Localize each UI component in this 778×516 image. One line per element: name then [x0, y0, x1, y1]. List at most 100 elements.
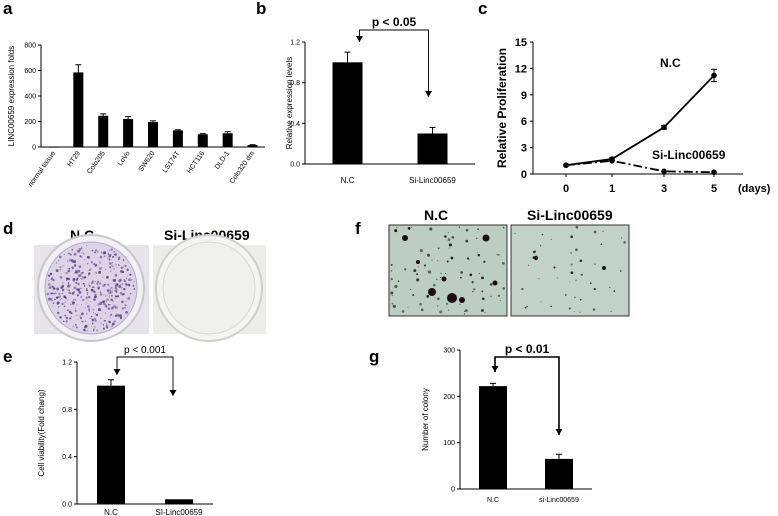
colony-dot — [65, 277, 69, 280]
x-tick-label: Si-Linc00659 — [409, 176, 456, 185]
colony-dot — [124, 307, 126, 309]
colony-dot — [58, 292, 61, 295]
colony-dot — [86, 292, 89, 294]
colony-dot — [83, 259, 85, 261]
colony-dot — [105, 275, 109, 279]
colony-dot — [82, 282, 85, 285]
panel-f-images: N.C Si-Linc00659 — [388, 207, 630, 317]
colony-dot — [63, 305, 66, 308]
agar-colony — [463, 313, 465, 315]
colony-dot — [116, 295, 120, 298]
agar-colony — [593, 230, 597, 234]
agar-colony — [553, 266, 556, 269]
colony-dot — [127, 297, 131, 300]
colony-dot — [111, 265, 114, 268]
agar-colony — [541, 233, 544, 236]
y-tick-label: 200 — [24, 119, 36, 126]
y-tick-label: 0.8 — [290, 80, 300, 87]
colony-dot — [67, 269, 70, 273]
agar-colony — [465, 309, 468, 312]
agar-colony — [498, 254, 500, 256]
colony-dot — [117, 314, 121, 318]
colony-dot — [118, 256, 121, 259]
colony-dot — [106, 295, 108, 297]
significance-label: p < 0.05 — [372, 15, 417, 29]
colony-dot — [78, 274, 82, 277]
colony-dot — [130, 279, 132, 281]
agar-colony — [394, 229, 398, 233]
colony-dot — [83, 285, 85, 287]
colony-dot — [75, 271, 78, 274]
colony-dot — [85, 313, 88, 315]
agar-colony — [394, 284, 398, 289]
colony-dot — [77, 269, 81, 273]
y-tick-label: 0.4 — [290, 121, 300, 128]
y-tick-label: 0 — [451, 487, 455, 494]
colony-dot — [86, 245, 88, 247]
colony-dot — [93, 290, 96, 293]
colony-dot — [115, 295, 117, 297]
series-label: N.C — [660, 56, 681, 70]
agar-colony — [481, 297, 485, 301]
colony-dot — [101, 301, 103, 303]
agar-colony — [444, 235, 447, 238]
colony-dot — [75, 269, 77, 272]
agar-colony — [410, 288, 412, 291]
colony-dot — [111, 261, 114, 264]
colony-dot — [108, 249, 110, 251]
colony-dot — [119, 278, 122, 282]
chart-a: 0 200 400 600 800 LINC00659 expression folds n… — [7, 43, 265, 188]
agar-colony — [412, 294, 415, 297]
colony-dot — [121, 307, 125, 310]
colony-dot — [94, 319, 97, 322]
colony-dot — [74, 309, 77, 313]
agar-colony — [450, 256, 454, 260]
colony-dot — [88, 269, 90, 272]
colony-dot — [67, 260, 69, 262]
agar-colony — [447, 238, 451, 241]
agar-colony — [568, 307, 571, 310]
x-tick-label: 3 — [661, 183, 667, 195]
colony-dot — [78, 265, 82, 268]
agar-colony — [447, 309, 449, 311]
colony-dot — [102, 324, 105, 326]
agar-colony — [574, 296, 576, 299]
colony-dot — [62, 265, 64, 267]
colony-dot — [122, 259, 125, 261]
colony-dot — [58, 260, 60, 262]
colony-dot — [75, 281, 78, 284]
panel-letter-c: c — [478, 0, 487, 18]
agar-colony — [445, 273, 447, 275]
agar-colony — [407, 306, 409, 308]
colony-dot — [114, 306, 118, 310]
colony-dot — [47, 283, 51, 286]
colony-dot — [92, 328, 95, 331]
agar-colony — [482, 234, 490, 242]
colony-dot — [64, 314, 67, 317]
x-tick-label: N.C — [341, 176, 355, 185]
colony-dot — [70, 316, 72, 318]
colony-dot — [71, 292, 75, 295]
colony-dot — [105, 326, 109, 329]
colony-dot — [105, 268, 107, 271]
y-tick-label: 200 — [443, 394, 455, 401]
colony-dot — [94, 271, 96, 273]
colony-dot — [81, 276, 83, 278]
colony-dot — [125, 311, 128, 314]
agar-colony — [481, 290, 484, 293]
agar-colony — [396, 226, 398, 228]
agar-colony — [490, 295, 492, 298]
f-label-nc: N.C — [424, 207, 448, 223]
colony-dot — [87, 296, 91, 299]
colony-dot — [109, 262, 112, 265]
colony-dot — [91, 325, 93, 327]
colony-dot — [74, 323, 77, 326]
colony-dot — [95, 313, 99, 317]
colony-dot — [52, 302, 55, 304]
agar-colony — [448, 247, 450, 249]
colony-dot — [94, 251, 96, 254]
chart-c: 0 3 6 9 12 15 0 1 3 5 (days) Relative Proliferation… — [495, 37, 771, 195]
y-tick-label: 0.0 — [62, 502, 72, 509]
colony-dot — [105, 324, 108, 327]
colony-dot — [62, 291, 64, 293]
